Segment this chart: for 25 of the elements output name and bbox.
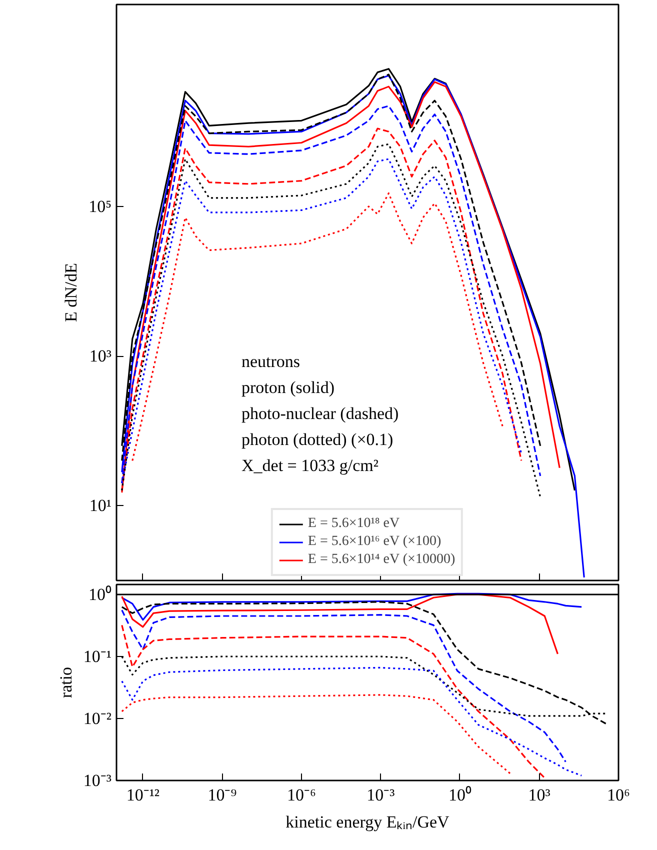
y-axis-title: E dN/dE	[62, 262, 81, 322]
annotation: X_det = 1033 g/cm²	[242, 456, 378, 475]
x-tick-label: 10³	[528, 786, 550, 804]
annotation: neutrons	[242, 352, 300, 371]
x-tick-label: 10⁶	[607, 786, 630, 804]
x-tick-label: 10⁻³	[366, 786, 395, 804]
y-axis-title: ratio	[56, 666, 76, 698]
legend-label: E = 5.6×10¹⁸ eV	[308, 516, 400, 532]
y-tick-label: 10³	[89, 346, 112, 366]
annotation: photon (dotted) (×0.1)	[242, 430, 394, 449]
x-tick-label: 10⁻⁶	[286, 786, 316, 804]
y-tick-label: 10⁻¹	[83, 647, 112, 666]
x-axis-title: kinetic energy Eₖᵢₙ/GeV	[286, 812, 450, 832]
y-tick-label: 10¹	[89, 496, 112, 516]
y-tick-label: 10⁰	[88, 585, 112, 604]
x-tick-label: 10⁰	[448, 786, 472, 804]
y-tick-label: 10⁵	[88, 196, 112, 216]
legend-label: E = 5.6×10¹⁶ eV (×100)	[308, 534, 442, 550]
legend-label: E = 5.6×10¹⁴ eV (×10000)	[308, 552, 456, 568]
y-tick-label: 10⁻³	[83, 771, 112, 790]
x-tick-label: 10⁻⁹	[208, 786, 237, 804]
annotation: proton (solid)	[242, 378, 335, 397]
x-tick-label: 10⁻¹²	[126, 786, 160, 804]
y-tick-label: 10⁻²	[83, 709, 112, 728]
annotation: photo-nuclear (dashed)	[242, 404, 399, 423]
